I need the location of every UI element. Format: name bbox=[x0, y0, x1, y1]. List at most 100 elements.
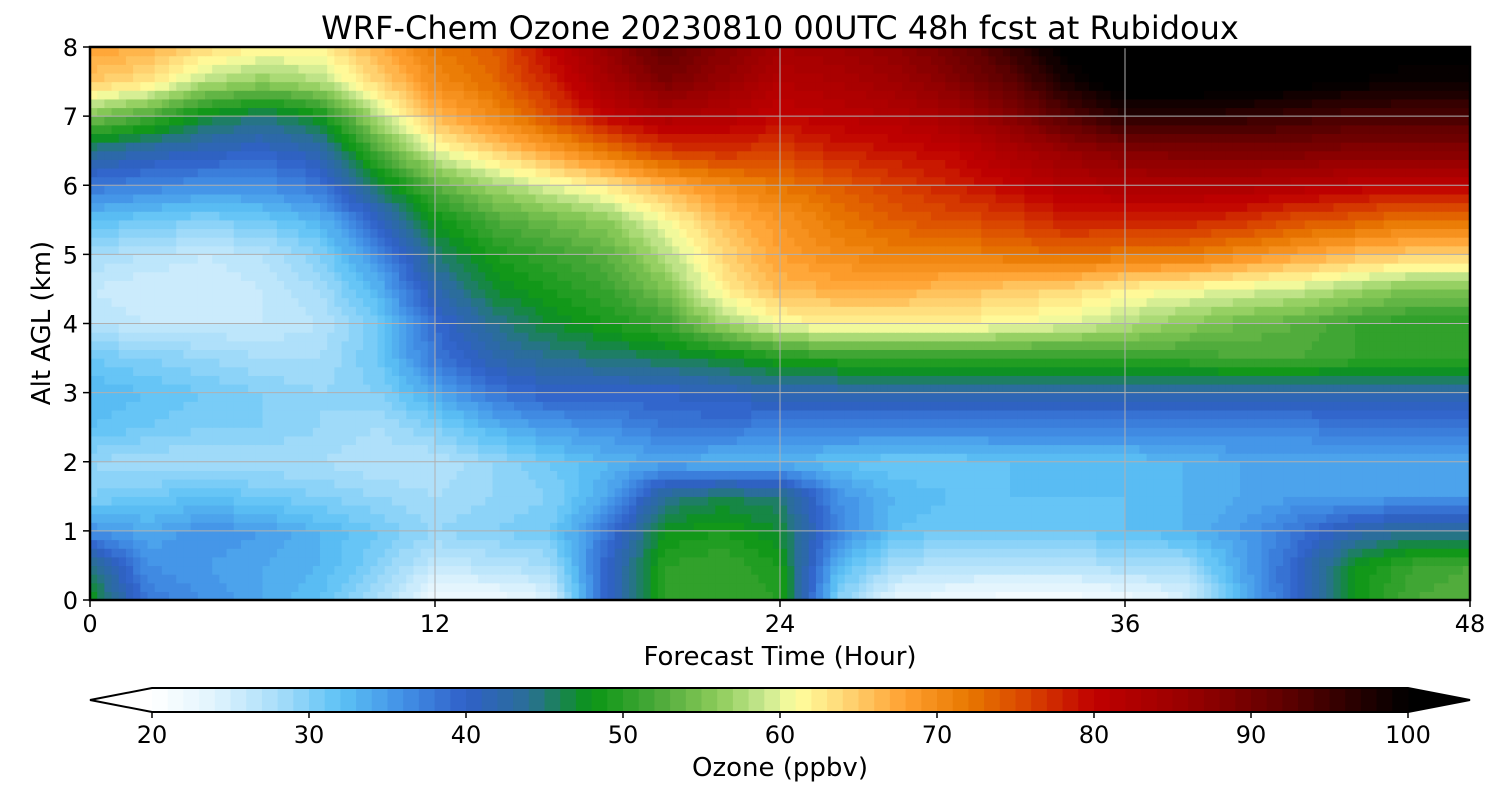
heatmap-cell bbox=[1405, 582, 1414, 592]
heatmap-cell bbox=[736, 401, 745, 411]
heatmap-cell bbox=[542, 539, 551, 549]
heatmap-cell bbox=[571, 582, 580, 592]
heatmap-cell bbox=[808, 574, 817, 584]
heatmap-cell bbox=[1347, 513, 1356, 523]
heatmap-cell bbox=[535, 496, 544, 506]
heatmap-cell bbox=[952, 591, 961, 601]
heatmap-cell bbox=[686, 556, 695, 567]
heatmap-cell bbox=[413, 591, 422, 601]
heatmap-cell bbox=[873, 539, 882, 549]
heatmap-cell bbox=[715, 565, 724, 575]
heatmap-cell bbox=[1038, 392, 1047, 402]
heatmap-cell bbox=[930, 582, 939, 592]
heatmap-cell bbox=[1067, 513, 1076, 523]
heatmap-cell bbox=[442, 392, 450, 402]
heatmap-cell bbox=[1089, 461, 1097, 471]
heatmap-cell bbox=[226, 548, 235, 558]
heatmap-cell bbox=[327, 375, 335, 385]
heatmap-cell bbox=[176, 470, 185, 480]
heatmap-cell bbox=[722, 383, 731, 394]
heatmap-cell bbox=[1369, 574, 1378, 584]
heatmap-cell bbox=[1455, 409, 1464, 420]
heatmap-cell bbox=[744, 435, 752, 446]
heatmap-cell bbox=[614, 375, 623, 385]
heatmap-cell bbox=[751, 565, 760, 575]
heatmap-cell bbox=[427, 479, 436, 489]
heatmap-cell bbox=[1369, 487, 1378, 497]
heatmap-cell bbox=[1189, 591, 1198, 601]
heatmap-cell bbox=[758, 522, 767, 532]
heatmap-cell bbox=[880, 574, 889, 584]
heatmap-cell bbox=[478, 487, 486, 497]
heatmap-cell bbox=[1153, 522, 1162, 532]
heatmap-cell bbox=[1189, 522, 1198, 532]
heatmap-cell bbox=[780, 496, 788, 506]
heatmap-cell bbox=[1290, 461, 1299, 471]
heatmap-cell bbox=[370, 392, 379, 402]
heatmap-cell bbox=[125, 375, 134, 385]
heatmap-cell bbox=[1261, 401, 1270, 411]
heatmap-cell bbox=[895, 556, 903, 567]
heatmap-cell bbox=[1110, 401, 1119, 411]
heatmap-cell bbox=[550, 375, 558, 385]
heatmap-cell bbox=[154, 461, 163, 471]
heatmap-cell bbox=[284, 409, 292, 420]
heatmap-cell bbox=[758, 548, 767, 558]
heatmap-cell bbox=[255, 548, 264, 558]
heatmap-cell bbox=[686, 574, 695, 584]
heatmap-cell bbox=[233, 513, 242, 523]
heatmap-cell bbox=[248, 383, 256, 394]
heatmap-cell bbox=[420, 539, 429, 549]
heatmap-cell bbox=[643, 435, 652, 446]
heatmap-cell bbox=[492, 591, 501, 601]
heatmap-cell bbox=[801, 427, 810, 437]
heatmap-cell bbox=[97, 539, 105, 549]
heatmap-cell bbox=[657, 401, 666, 411]
heatmap-cell bbox=[1405, 470, 1414, 480]
heatmap-cell bbox=[1182, 530, 1191, 541]
heatmap-cell bbox=[104, 582, 113, 592]
heatmap-cell bbox=[636, 530, 645, 541]
heatmap-cell bbox=[585, 461, 594, 471]
heatmap-cell bbox=[499, 539, 508, 549]
heatmap-cell bbox=[485, 548, 494, 558]
heatmap-cell bbox=[708, 375, 716, 385]
heatmap-cell bbox=[90, 565, 98, 575]
heatmap-cell bbox=[945, 487, 954, 497]
heatmap-cell bbox=[248, 392, 256, 402]
heatmap-cell bbox=[851, 574, 860, 584]
heatmap-cell bbox=[276, 409, 285, 420]
heatmap-cell bbox=[1347, 401, 1356, 411]
heatmap-cell bbox=[1369, 548, 1378, 558]
heatmap-cell bbox=[262, 479, 271, 489]
heatmap-cell bbox=[327, 470, 335, 480]
heatmap-cell bbox=[981, 565, 990, 575]
heatmap-cell bbox=[1390, 582, 1399, 592]
heatmap-cell bbox=[722, 513, 731, 523]
heatmap-cell bbox=[873, 418, 882, 428]
heatmap-cell bbox=[758, 565, 767, 575]
heatmap-cell bbox=[140, 435, 149, 446]
heatmap-cell bbox=[1139, 418, 1148, 428]
heatmap-cell bbox=[492, 409, 501, 420]
heatmap-cell bbox=[758, 582, 767, 592]
heatmap-cell bbox=[1283, 479, 1291, 489]
heatmap-cell bbox=[233, 556, 242, 567]
heatmap-cell bbox=[233, 453, 242, 463]
heatmap-cell bbox=[1268, 496, 1277, 506]
heatmap-cell bbox=[1067, 392, 1076, 402]
heatmap-cell bbox=[327, 444, 335, 454]
heatmap-cell bbox=[334, 375, 343, 385]
heatmap-cell bbox=[1441, 548, 1450, 558]
heatmap-cell bbox=[1319, 582, 1327, 592]
heatmap-cell bbox=[399, 427, 407, 437]
heatmap-cell bbox=[665, 487, 673, 497]
heatmap-cell bbox=[665, 582, 673, 592]
heatmap-cell bbox=[751, 504, 760, 515]
heatmap-cell bbox=[1117, 582, 1126, 592]
heatmap-cell bbox=[887, 427, 896, 437]
heatmap-cell bbox=[938, 418, 946, 428]
heatmap-cell bbox=[205, 530, 213, 541]
heatmap-cell bbox=[1002, 513, 1011, 523]
heatmap-cell bbox=[1441, 574, 1450, 584]
